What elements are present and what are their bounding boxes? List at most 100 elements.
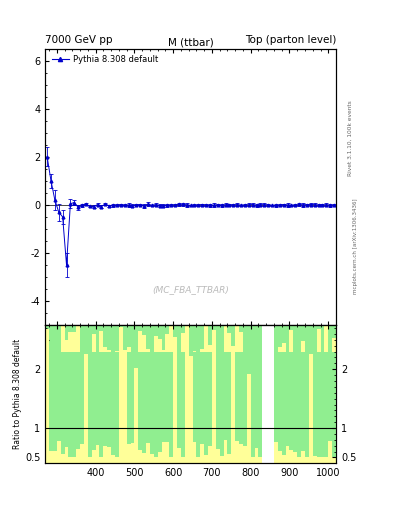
Bar xyxy=(53,370,57,463)
Bar xyxy=(293,368,297,452)
Bar xyxy=(181,352,185,458)
Bar xyxy=(45,329,49,463)
Text: 7000 GeV pp: 7000 GeV pp xyxy=(45,34,113,45)
Bar xyxy=(270,325,274,463)
Bar xyxy=(68,332,72,463)
Bar xyxy=(193,351,196,463)
Bar xyxy=(142,335,146,463)
Bar xyxy=(200,349,204,463)
Bar xyxy=(130,356,134,443)
Bar xyxy=(196,359,200,457)
Bar xyxy=(220,365,224,456)
Text: Top (parton level): Top (parton level) xyxy=(244,34,336,45)
Bar xyxy=(162,352,165,442)
Bar xyxy=(165,352,169,442)
Bar xyxy=(80,354,84,444)
Bar xyxy=(57,372,61,463)
Bar xyxy=(127,352,130,444)
Bar xyxy=(239,332,243,463)
Bar xyxy=(332,352,336,457)
Bar xyxy=(305,354,309,457)
Bar xyxy=(138,352,142,450)
Bar xyxy=(123,350,127,463)
Bar xyxy=(212,330,216,463)
Bar xyxy=(95,364,99,463)
Bar xyxy=(259,369,263,463)
Bar xyxy=(92,352,95,450)
Bar xyxy=(321,367,324,458)
Bar xyxy=(220,365,224,463)
Bar xyxy=(107,352,111,447)
Bar xyxy=(224,325,228,463)
Bar xyxy=(57,372,61,441)
Bar xyxy=(200,352,204,444)
Bar xyxy=(150,354,154,463)
Bar xyxy=(224,352,228,440)
Bar xyxy=(169,325,173,463)
Bar xyxy=(228,352,231,454)
Bar xyxy=(324,352,328,458)
Bar xyxy=(251,364,255,463)
Bar xyxy=(92,334,95,463)
Bar xyxy=(80,354,84,463)
Bar xyxy=(64,339,68,463)
Bar xyxy=(274,363,278,463)
Bar xyxy=(111,371,115,455)
Bar xyxy=(115,352,119,458)
Bar xyxy=(130,356,134,463)
Bar xyxy=(255,371,259,463)
Bar xyxy=(158,352,162,452)
Bar xyxy=(154,336,158,463)
Bar xyxy=(282,343,286,463)
Bar xyxy=(263,325,266,463)
Bar xyxy=(146,352,150,443)
Bar xyxy=(72,332,76,463)
Bar xyxy=(309,354,313,463)
Bar xyxy=(290,330,293,463)
Bar xyxy=(204,325,208,463)
Bar xyxy=(84,354,88,463)
Bar xyxy=(88,357,92,457)
Bar xyxy=(301,352,305,451)
Bar xyxy=(53,370,57,451)
Bar xyxy=(88,357,92,463)
Bar xyxy=(146,349,150,463)
Bar xyxy=(204,352,208,455)
Bar xyxy=(305,354,309,463)
Bar xyxy=(189,355,193,463)
Bar xyxy=(193,352,196,442)
Bar xyxy=(321,367,324,463)
Bar xyxy=(103,352,107,446)
Bar xyxy=(177,364,181,448)
Bar xyxy=(259,369,263,457)
Bar xyxy=(290,352,293,450)
Bar xyxy=(72,352,76,457)
Bar xyxy=(235,325,239,463)
Bar xyxy=(282,352,286,455)
Bar xyxy=(255,371,259,447)
Bar xyxy=(64,352,68,447)
Bar xyxy=(266,325,270,463)
Bar xyxy=(138,331,142,463)
Bar xyxy=(328,353,332,463)
Bar xyxy=(247,374,251,463)
Bar xyxy=(293,368,297,463)
Bar xyxy=(251,364,255,458)
Bar xyxy=(208,352,212,446)
Bar xyxy=(107,350,111,463)
Bar xyxy=(231,346,235,463)
Bar xyxy=(235,352,239,441)
Title: M (ttbar): M (ttbar) xyxy=(168,38,213,48)
Bar xyxy=(76,352,80,449)
Bar xyxy=(216,356,220,463)
Bar xyxy=(278,352,282,452)
Bar xyxy=(274,363,278,441)
Bar xyxy=(301,341,305,463)
Bar xyxy=(286,366,290,446)
Bar xyxy=(162,350,165,463)
Bar xyxy=(196,359,200,463)
Bar xyxy=(103,347,107,463)
Bar xyxy=(181,333,185,463)
Bar xyxy=(61,325,64,463)
Bar xyxy=(177,364,181,463)
